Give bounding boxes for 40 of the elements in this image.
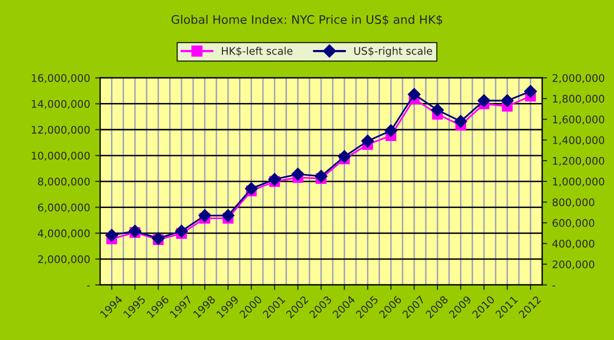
point: [244, 182, 258, 196]
point: [105, 228, 118, 242]
y2-tick-label: 1,800,000: [553, 94, 604, 104]
point: [384, 124, 398, 138]
point: [338, 150, 351, 163]
point: [454, 114, 468, 128]
point: [268, 172, 281, 186]
y2-tick-label: 600,000: [552, 219, 594, 228]
point: [152, 232, 165, 245]
y-tick-label: 8,000,000: [38, 178, 90, 187]
legend-label: HK$-left scale: [222, 46, 292, 56]
point: [361, 134, 374, 148]
chart-title: Global Home Index: NYC Price in US$ and HK$: [172, 14, 442, 26]
point: [222, 209, 234, 222]
y-tick-label: 10,000,000: [32, 152, 90, 161]
point: [128, 224, 142, 238]
point: [524, 84, 537, 98]
point: [408, 88, 421, 101]
y2-tick-label: 1,600,000: [553, 116, 604, 124]
y-tick-label: 2,000,000: [38, 255, 90, 264]
point: [431, 104, 444, 116]
point: [291, 168, 304, 181]
y2-tick-label: 200,000: [552, 260, 594, 270]
y2-tick-label: 1,400,000: [553, 136, 604, 146]
point: [314, 170, 328, 183]
point: [478, 94, 490, 108]
y2-tick-label: 1,000,000: [553, 178, 604, 187]
point: [500, 94, 514, 108]
point: [175, 224, 188, 238]
legend-label: US$-right scale: [354, 46, 432, 57]
point: [198, 209, 212, 222]
y2-tick-label: 2,000,000: [552, 74, 604, 84]
y2-tick-label: 400,000: [552, 240, 594, 249]
y2-tick-label: 1,200,000: [553, 156, 604, 166]
y-tick-label: 12,000,000: [32, 126, 90, 135]
y-tick-label: 16,000,000: [32, 74, 90, 84]
y2-tick-label: 800,000: [552, 198, 594, 208]
y-tick-label: 4,000,000: [38, 229, 90, 238]
y-tick-label: 6,000,000: [38, 204, 90, 212]
y-tick-label: 14,000,000: [32, 100, 90, 109]
